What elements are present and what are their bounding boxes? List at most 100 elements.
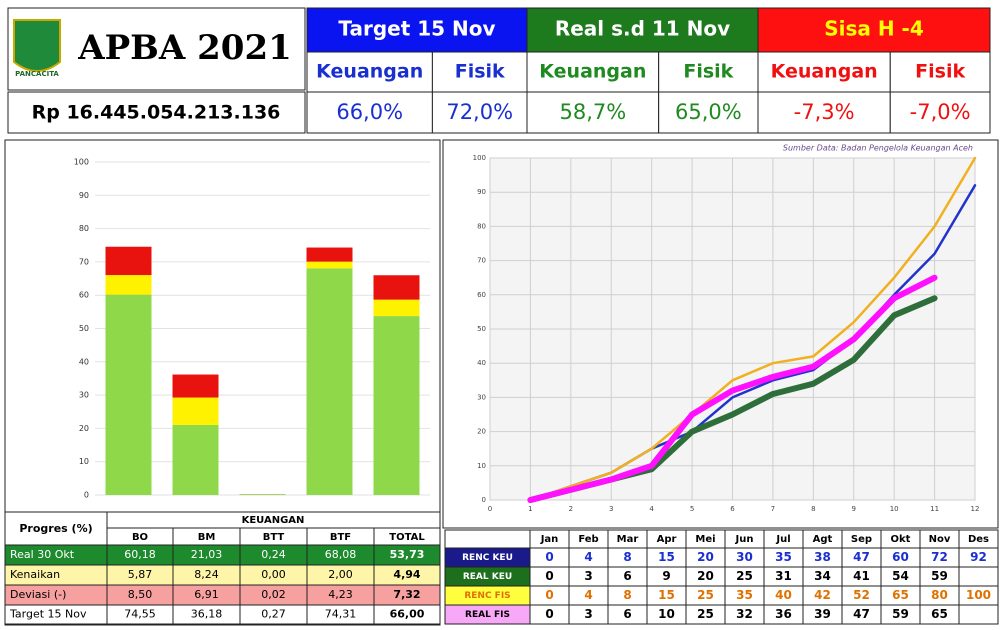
x-tick-label: 9 bbox=[852, 505, 856, 513]
cell-value: 65 bbox=[931, 607, 948, 621]
month-header: Okt bbox=[891, 534, 911, 545]
bar-segment bbox=[105, 294, 152, 495]
x-tick-label: 8 bbox=[811, 505, 815, 513]
cell-value: 25 bbox=[697, 607, 714, 621]
cell-value: 31 bbox=[775, 569, 792, 583]
cell-value: 52 bbox=[853, 588, 870, 602]
cell-value: 0,27 bbox=[261, 608, 286, 621]
bar-segment bbox=[105, 246, 152, 276]
sub-label: Keuangan bbox=[539, 61, 646, 83]
cell-value: 36,18 bbox=[191, 608, 223, 621]
legend-label: RENC FIS bbox=[464, 591, 510, 601]
table-group: KEUANGAN bbox=[242, 515, 305, 526]
cell-value: 54 bbox=[892, 569, 909, 583]
sub-label: Fisik bbox=[683, 61, 733, 83]
x-tick-label: 0 bbox=[488, 505, 492, 513]
cell-value: 32 bbox=[736, 607, 753, 621]
group-title: Target 15 Nov bbox=[338, 17, 495, 41]
y-tick-label: 70 bbox=[79, 257, 89, 266]
y-tick-label: 0 bbox=[84, 491, 89, 500]
y-tick-label: 80 bbox=[477, 222, 486, 230]
sub-header bbox=[526, 51, 660, 93]
x-tick-label: 7 bbox=[771, 505, 775, 513]
bar-segment bbox=[373, 299, 420, 317]
x-tick-label: 3 bbox=[609, 505, 613, 513]
y-tick-label: 80 bbox=[79, 224, 89, 233]
y-tick-label: 10 bbox=[79, 457, 89, 466]
cell-value: 15 bbox=[658, 588, 675, 602]
cell-value: 15 bbox=[658, 550, 675, 564]
value-cell bbox=[526, 91, 660, 134]
month-header: Feb bbox=[578, 534, 598, 545]
sub-header bbox=[889, 51, 991, 93]
y-tick-label: 60 bbox=[477, 291, 486, 299]
cell-value: 5,87 bbox=[128, 568, 153, 581]
sub-header bbox=[757, 51, 891, 93]
cell-value: 30 bbox=[736, 550, 753, 564]
series-line bbox=[529, 156, 977, 502]
cell-value: 3 bbox=[584, 569, 592, 583]
cell-value: 4,23 bbox=[328, 588, 353, 601]
y-tick-label: 50 bbox=[79, 324, 89, 333]
cell-value: 72 bbox=[931, 550, 948, 564]
cell-value: 38 bbox=[814, 550, 831, 564]
cell-value: 25 bbox=[697, 588, 714, 602]
cell-value: 47 bbox=[853, 550, 870, 564]
cell-value: 39 bbox=[814, 607, 831, 621]
x-tick-label: 6 bbox=[730, 505, 735, 513]
cell-value: 2,00 bbox=[328, 568, 353, 581]
y-tick-label: 0 bbox=[482, 496, 486, 504]
cell-value: 8,50 bbox=[128, 588, 153, 601]
month-header: Jun bbox=[735, 534, 754, 545]
series-line bbox=[527, 274, 938, 503]
row-label: Deviasi (-) bbox=[10, 588, 66, 601]
bar-segment bbox=[306, 261, 353, 269]
legend-label: REAL KEU bbox=[463, 572, 512, 582]
cell-value: 0 bbox=[545, 569, 553, 583]
bar-segment bbox=[373, 316, 420, 495]
month-header: Nov bbox=[929, 534, 951, 545]
bar-segment bbox=[105, 275, 152, 295]
sub-label: Keuangan bbox=[316, 61, 423, 83]
cell-value: 0 bbox=[545, 588, 553, 602]
cell-value: 80 bbox=[931, 588, 948, 602]
y-tick-label: 40 bbox=[79, 357, 89, 366]
cell-value: 0,00 bbox=[261, 568, 286, 581]
y-tick-label: 20 bbox=[79, 424, 89, 433]
value: 66,0% bbox=[336, 100, 403, 124]
cell-value: 20 bbox=[697, 569, 714, 583]
cell-value: 10 bbox=[658, 607, 675, 621]
bar-segment bbox=[172, 374, 219, 398]
cell-value: 6 bbox=[623, 569, 631, 583]
y-tick-label: 90 bbox=[79, 191, 89, 200]
cell-value: 8 bbox=[623, 550, 631, 564]
value-cell bbox=[306, 91, 433, 134]
cell-value: 25 bbox=[736, 569, 753, 583]
x-tick-label: 10 bbox=[890, 505, 899, 513]
x-tick-label: 12 bbox=[971, 505, 980, 513]
y-tick-label: 70 bbox=[477, 257, 486, 265]
group-title: Real s.d 11 Nov bbox=[555, 17, 730, 41]
cell-value: 0,24 bbox=[261, 548, 286, 561]
column-header: BO bbox=[132, 532, 148, 543]
cell-value: 68,08 bbox=[325, 548, 357, 561]
cell-value: 20 bbox=[697, 550, 714, 564]
cell-value: 65 bbox=[892, 588, 909, 602]
cell-value: 9 bbox=[662, 569, 670, 583]
value-cell bbox=[757, 91, 891, 134]
x-tick-label: 1 bbox=[528, 505, 532, 513]
value-cell bbox=[889, 91, 991, 134]
cell bbox=[373, 604, 441, 625]
cell-value: 36 bbox=[775, 607, 792, 621]
cell-value: 66,00 bbox=[390, 608, 425, 621]
cell-value: 60,18 bbox=[124, 548, 156, 561]
cell-value: 74,31 bbox=[325, 608, 357, 621]
cell-value: 0,02 bbox=[261, 588, 286, 601]
row-label: Kenaikan bbox=[10, 568, 60, 581]
cell-value: 35 bbox=[775, 550, 792, 564]
cell-value: 0 bbox=[545, 607, 553, 621]
cell-value: 7,32 bbox=[393, 588, 420, 601]
table-title: Progres (%) bbox=[19, 522, 92, 535]
bar-segment bbox=[373, 275, 420, 300]
value: -7,0% bbox=[910, 100, 971, 124]
